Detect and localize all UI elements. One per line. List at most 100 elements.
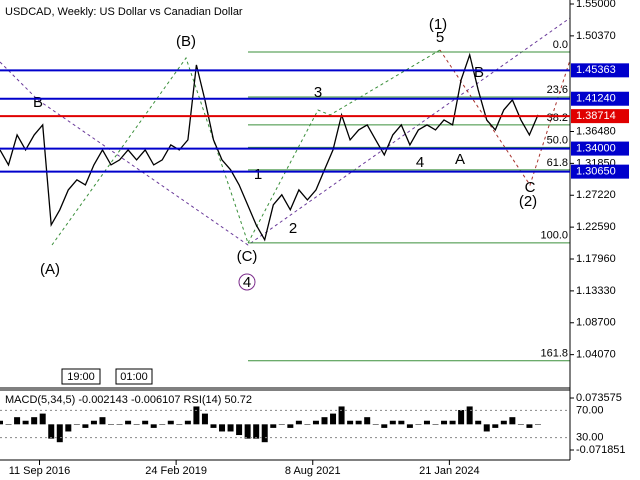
macd-bar [458, 410, 465, 425]
wave-label: 5 [436, 29, 444, 46]
indicator-title: MACD(5,34,5) -0.002143 -0.006107 RSI(14)… [5, 394, 252, 406]
wave-label: B [33, 94, 43, 111]
macd-bar [278, 424, 285, 425]
x-tick-label: 8 Aug 2021 [285, 465, 341, 477]
macd-bar [82, 424, 89, 428]
macd-bar [423, 420, 430, 425]
level-label: 1.38714 [576, 110, 616, 122]
macd-bar [31, 417, 38, 425]
macd-bar [108, 424, 115, 425]
macd-bar [201, 413, 208, 425]
macd-bar [381, 424, 388, 428]
macd-bar [73, 424, 80, 425]
y-tick-label: 1.04070 [576, 349, 616, 361]
macd-bar [475, 420, 482, 425]
fib-label: 38.2 [547, 112, 568, 124]
level-box [571, 63, 629, 78]
macd-bar [253, 424, 260, 439]
time-label: 01:00 [120, 371, 148, 383]
macd-bar [304, 424, 311, 425]
macd-bar [184, 420, 191, 425]
macd-bar [372, 424, 379, 425]
macd-bar [14, 417, 21, 425]
macd-bar [0, 420, 3, 425]
wave-label: 4 [243, 274, 251, 291]
y-tick-label: 1.22590 [576, 221, 616, 233]
wave-guide [439, 49, 571, 187]
macd-bar [500, 420, 507, 425]
level-box [571, 141, 629, 156]
macd-bar [167, 420, 174, 425]
level-box [571, 109, 629, 124]
macd-bar [244, 424, 251, 439]
x-tick-label: 11 Sep 2016 [9, 465, 71, 477]
chart-title: USDCAD, Weekly: US Dollar vs Canadian Do… [5, 6, 243, 18]
wave-circle [238, 273, 256, 291]
time-box [115, 368, 153, 385]
fib-label: 100.0 [540, 230, 568, 242]
macd-bar [321, 417, 328, 425]
macd-bar [364, 417, 371, 425]
macd-bar [483, 424, 490, 432]
y-tick-label: 1.13330 [576, 285, 616, 297]
wave-label: A [455, 151, 465, 168]
wave-label: (B) [176, 33, 196, 50]
macd-bar [22, 420, 29, 425]
fib-label: 23.6 [547, 84, 568, 96]
macd-bar [509, 417, 516, 425]
macd-bar [227, 424, 234, 432]
wave-guide [247, 49, 441, 244]
fib-label: 0.0 [553, 39, 568, 51]
x-tick-label: 24 Feb 2019 [145, 465, 207, 477]
macd-bar [159, 424, 166, 425]
wave-label: B [474, 64, 484, 81]
macd-bar [219, 424, 226, 432]
macd-bar [338, 406, 345, 425]
macd-bar [526, 424, 533, 428]
y-tick-label: 1.27220 [576, 189, 616, 201]
fib-label: 61.8 [547, 157, 568, 169]
macd-bar [65, 424, 72, 432]
macd-bar [176, 424, 183, 425]
macd-bar [142, 420, 149, 425]
wave-label: (2) [519, 193, 537, 210]
macd-bar [492, 424, 499, 428]
level-label: 1.30650 [576, 166, 616, 178]
macd-bar [312, 420, 319, 425]
wave-label: C [525, 179, 536, 196]
macd-bar [193, 406, 200, 425]
wave-label: 4 [416, 154, 424, 171]
macd-bar [406, 424, 413, 428]
macd-bar [48, 424, 55, 439]
macd-bar [432, 424, 439, 425]
macd-bar [133, 424, 140, 425]
level-box [571, 91, 629, 106]
macd-bar [210, 424, 217, 428]
wave-label: 1 [254, 166, 262, 183]
level-label: 1.45363 [576, 64, 616, 76]
macd-bar [99, 417, 106, 425]
y-tick-label: 1.55000 [576, 0, 616, 10]
macd-bar [90, 420, 97, 425]
time-box [61, 368, 101, 385]
macd-bar [5, 424, 12, 425]
macd-bar [398, 420, 405, 425]
y-tick-label: 1.36480 [576, 125, 616, 137]
x-tick-label: 21 Jan 2024 [419, 465, 480, 477]
macd-bar [449, 420, 456, 425]
macd-bar [330, 413, 337, 425]
wave-guide [51, 56, 249, 246]
y-tick-label: 1.08700 [576, 317, 616, 329]
macd-bar [517, 424, 524, 425]
macd-bar [287, 424, 294, 428]
wave-label: (1) [429, 16, 447, 33]
macd-bar [116, 424, 123, 425]
wave-label: 2 [289, 220, 297, 237]
macd-bar [150, 424, 157, 428]
macd-bar [534, 424, 541, 425]
macd-bar [466, 406, 473, 425]
macd-bar [270, 424, 277, 428]
y2-tick-label: 30.00 [576, 432, 604, 444]
wave-label: (A) [40, 261, 60, 278]
